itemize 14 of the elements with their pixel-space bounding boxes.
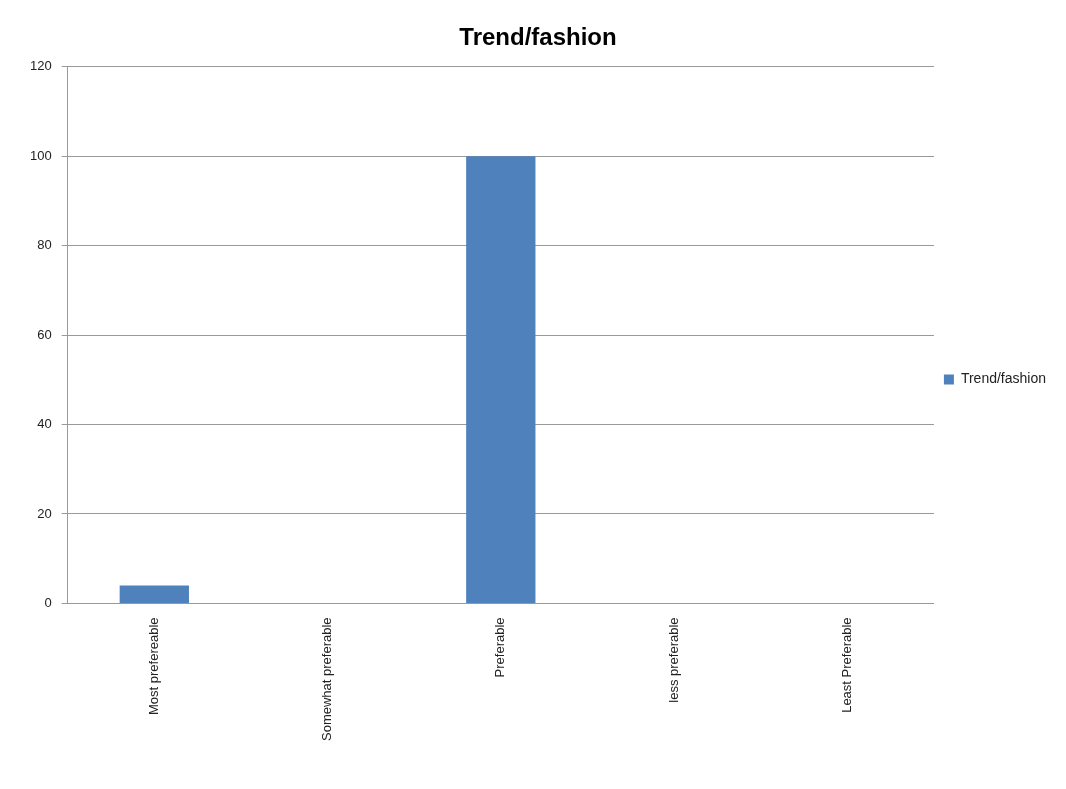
y-tick-label: 80 bbox=[37, 237, 52, 253]
y-tick-label: 40 bbox=[37, 416, 52, 432]
y-tick-label: 100 bbox=[29, 147, 52, 163]
y-tick-label: 120 bbox=[29, 58, 52, 74]
x-tick-label: Preferable bbox=[492, 617, 508, 678]
x-tick-label: Most prefereable bbox=[145, 617, 161, 715]
y-tick-label: 20 bbox=[37, 505, 52, 521]
x-tick-label: Somewhat preferable bbox=[319, 617, 335, 742]
legend-label: Trend/fashion bbox=[960, 370, 1047, 387]
x-tick-label: Least Preferable bbox=[838, 617, 854, 713]
chart-title: Trend/fashion bbox=[459, 23, 617, 51]
y-tick-label: 0 bbox=[44, 595, 52, 611]
y-tick-label: 60 bbox=[37, 326, 52, 342]
x-tick-label: less preferable bbox=[665, 617, 681, 703]
